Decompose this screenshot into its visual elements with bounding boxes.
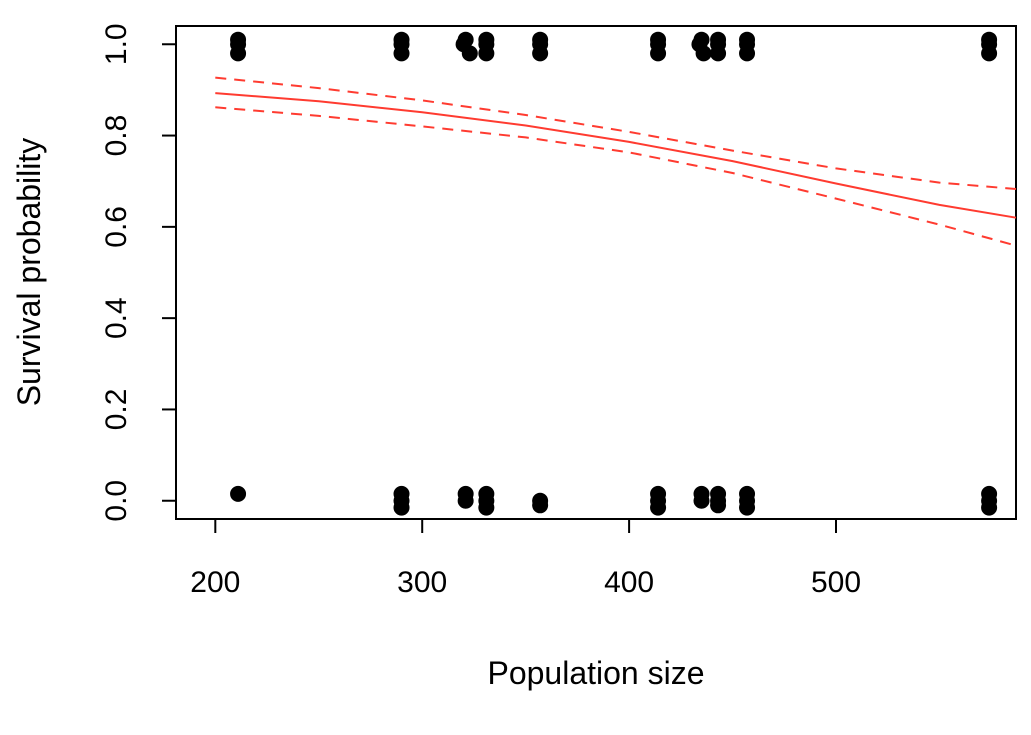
data-point bbox=[457, 31, 474, 48]
data-point bbox=[230, 45, 247, 62]
axis-layer: 200 300 400 500 0.0 0.2 0.4 0.6 0.8 1.0 bbox=[100, 23, 861, 599]
upper-ci-curve bbox=[215, 76, 1017, 190]
data-point bbox=[650, 485, 667, 502]
data-point bbox=[393, 31, 410, 48]
data-point bbox=[710, 497, 727, 514]
data-point bbox=[981, 485, 998, 502]
data-point bbox=[981, 45, 998, 62]
data-point bbox=[695, 45, 712, 62]
y-tick-label: 0.6 bbox=[100, 206, 133, 248]
data-point bbox=[393, 485, 410, 502]
data-point bbox=[478, 499, 495, 516]
y-tick-label: 0.0 bbox=[100, 480, 133, 522]
data-point bbox=[693, 31, 710, 48]
data-point bbox=[739, 485, 756, 502]
fitted-curve bbox=[215, 92, 1017, 219]
x-tick-label: 200 bbox=[190, 566, 240, 599]
data-point bbox=[532, 497, 549, 514]
data-point bbox=[478, 45, 495, 62]
x-axis-title: Population size bbox=[487, 655, 704, 691]
y-tick-label: 0.8 bbox=[100, 115, 133, 157]
data-point bbox=[650, 499, 667, 516]
x-tick-label: 400 bbox=[604, 566, 654, 599]
y-tick-label: 0.4 bbox=[100, 297, 133, 339]
y-tick-label: 1.0 bbox=[100, 23, 133, 65]
data-point bbox=[710, 485, 727, 502]
x-tick-label: 500 bbox=[811, 566, 861, 599]
data-point bbox=[739, 45, 756, 62]
data-point bbox=[478, 485, 495, 502]
data-point bbox=[739, 499, 756, 516]
data-point bbox=[710, 45, 727, 62]
y-axis-title: Survival probability bbox=[11, 138, 47, 407]
data-point bbox=[981, 31, 998, 48]
data-point bbox=[981, 499, 998, 516]
data-point bbox=[710, 31, 727, 48]
data-point bbox=[393, 499, 410, 516]
x-tick-label: 300 bbox=[397, 566, 447, 599]
data-point bbox=[457, 485, 474, 502]
data-point bbox=[693, 485, 710, 502]
data-point bbox=[532, 31, 549, 48]
y-tick-label: 0.2 bbox=[100, 389, 133, 431]
data-layer bbox=[215, 31, 1017, 516]
data-point bbox=[461, 45, 478, 62]
data-point bbox=[230, 31, 247, 48]
lower-ci-curve bbox=[215, 106, 1017, 247]
data-point bbox=[478, 31, 495, 48]
data-point bbox=[650, 45, 667, 62]
data-point bbox=[393, 45, 410, 62]
data-point bbox=[230, 485, 247, 502]
data-point bbox=[739, 31, 756, 48]
data-point bbox=[650, 31, 667, 48]
data-point bbox=[532, 45, 549, 62]
